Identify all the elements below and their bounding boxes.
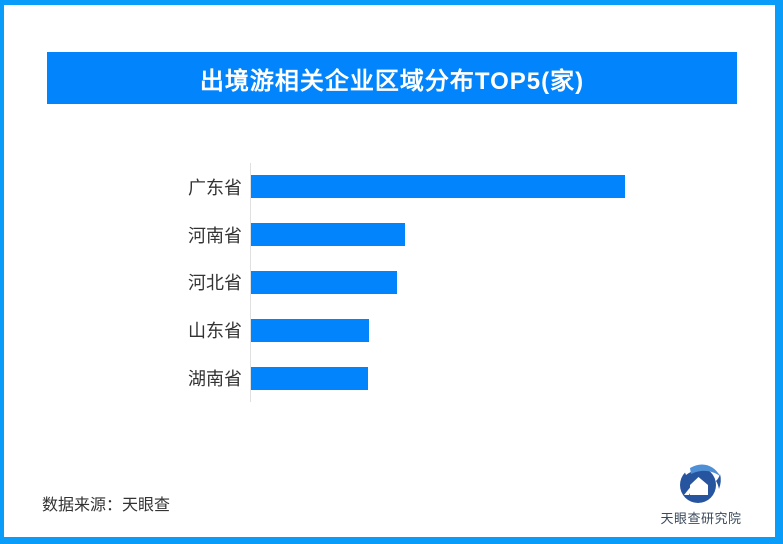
category-label: 湖南省 bbox=[188, 369, 242, 390]
category-label: 河北省 bbox=[188, 273, 242, 294]
brand-logo: 天眼查研究院 bbox=[659, 459, 743, 527]
chart-row: 湖南省 bbox=[0, 354, 783, 402]
title-banner: 出境游相关企业区域分布TOP5(家) bbox=[47, 52, 737, 104]
data-source-note: 数据来源：天眼查 bbox=[42, 497, 171, 514]
category-label: 广东省 bbox=[188, 177, 242, 198]
chart-row: 山东省 bbox=[0, 306, 783, 354]
bar-4 bbox=[251, 318, 369, 342]
tianyancha-eye-icon bbox=[680, 462, 721, 503]
y-axis-line bbox=[250, 163, 251, 402]
bar-2 bbox=[251, 223, 405, 247]
frame-border-top bbox=[0, 0, 783, 5]
bar-1 bbox=[251, 175, 625, 199]
category-label: 山东省 bbox=[188, 321, 242, 342]
frame-border-left bbox=[0, 0, 4, 544]
bar-5 bbox=[251, 366, 368, 390]
bar-chart: 广东省河南省河北省山东省湖南省 bbox=[0, 163, 783, 402]
frame-border-right bbox=[775, 0, 783, 544]
frame-border-bottom bbox=[0, 537, 783, 544]
chart-row: 河北省 bbox=[0, 259, 783, 307]
chart-row: 广东省 bbox=[0, 163, 783, 211]
bar-3 bbox=[251, 270, 397, 294]
chart-title: 出境游相关企业区域分布TOP5(家) bbox=[199, 67, 585, 95]
chart-row: 河南省 bbox=[0, 211, 783, 259]
category-label: 河南省 bbox=[188, 225, 242, 246]
brand-logo-label: 天眼查研究院 bbox=[660, 511, 742, 526]
